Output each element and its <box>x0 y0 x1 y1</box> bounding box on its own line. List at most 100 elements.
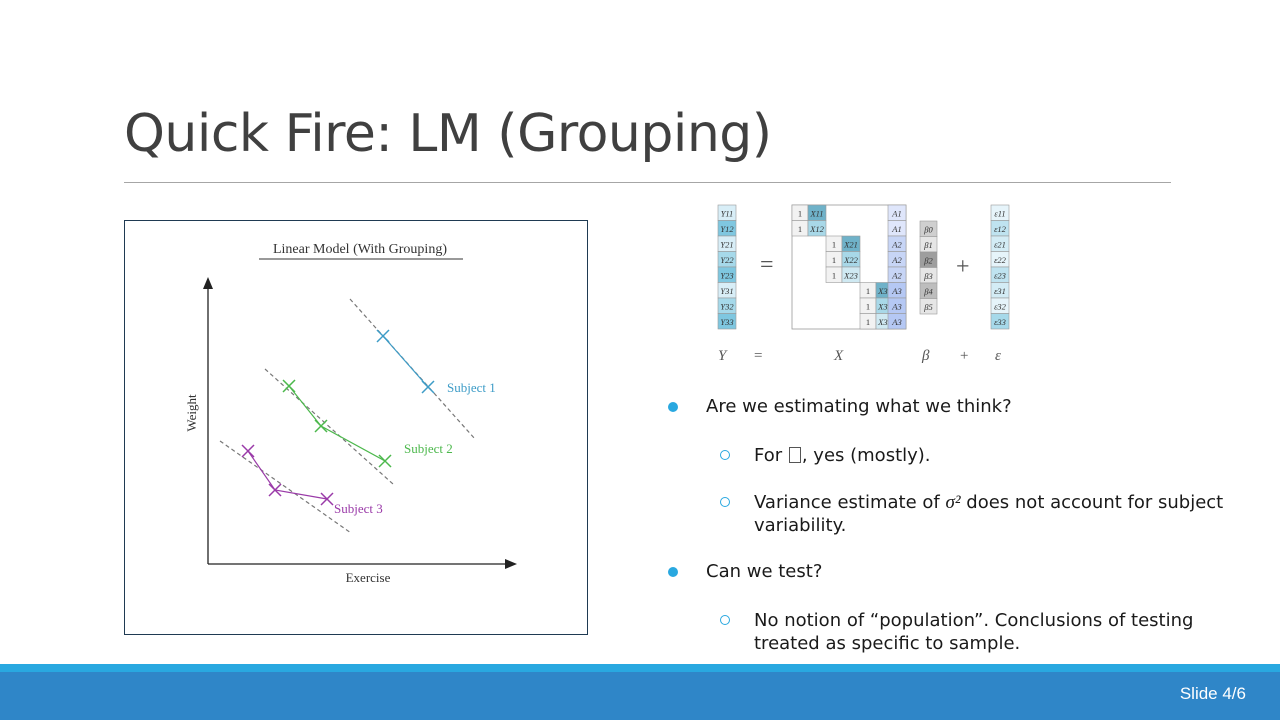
y-vector-label: Y22 <box>720 255 734 265</box>
design-matrix-x-label: X23 <box>843 270 858 280</box>
epsilon-vector-cell <box>990 313 1010 330</box>
subject-3-point <box>320 492 334 506</box>
epsilon-vector-label: ε12 <box>994 224 1007 234</box>
bottom-equals: = <box>754 348 762 364</box>
y-vector-label: Y23 <box>720 270 733 280</box>
sub-bullet-text: No notion of “population”. Conclusions o… <box>754 610 1194 654</box>
design-matrix: 1 X11 A11 X12 A11 X21 A21 X22 A21 X23 A21 X31 A31 X32… <box>791 204 907 330</box>
footer-accent-bar <box>0 664 1280 672</box>
y-vector-label: Y31 <box>720 286 733 296</box>
linear-model-figure: Linear Model (With Grouping) Exercise We… <box>124 220 588 635</box>
design-matrix-x-label: X33 <box>877 317 892 327</box>
design-matrix-one-label: 1 <box>798 224 802 234</box>
sub-bullet-variance: Variance estimate of σ² does not account… <box>668 491 1228 537</box>
plus-sign: + <box>956 254 970 280</box>
x-axis-arrow <box>505 559 517 569</box>
slide-number: Slide 4/6 <box>1179 684 1246 703</box>
design-matrix-one-label: 1 <box>866 286 870 296</box>
subject-1-label: Subject 1 <box>447 380 496 395</box>
y-axis-arrow <box>203 277 213 289</box>
beta-vector-cell <box>919 298 938 315</box>
design-matrix-one-label: 1 <box>866 301 870 311</box>
epsilon-vector-label: ε21 <box>994 239 1006 249</box>
subject-1-point <box>376 329 390 343</box>
subject-2-fit-line <box>264 368 394 485</box>
bullet-dot <box>668 567 678 577</box>
x-axis-label: Exercise <box>346 570 391 585</box>
epsilon-vector-label: ε33 <box>994 317 1006 327</box>
bullet-list: Are we estimating what we think? For , y… <box>668 396 1228 679</box>
subject-3-point <box>268 483 282 497</box>
design-matrix-a-label: A2 <box>891 239 902 249</box>
sub-bullet-beta: For , yes (mostly). <box>668 444 1228 467</box>
beta-vector-label: β1 <box>923 240 932 250</box>
epsilon-vector: ε11 ε12 ε21 ε22 ε23 ε31 ε32 ε33 <box>990 204 1010 330</box>
slide-title: Quick Fire: LM (Grouping) <box>124 104 772 164</box>
design-matrix-a-label: A1 <box>891 208 901 218</box>
missing-glyph-box <box>788 447 801 463</box>
y-vector-cell <box>717 313 737 330</box>
bullet-test: Can we test? <box>668 561 1228 583</box>
design-matrix-a-label: A3 <box>891 286 901 296</box>
design-matrix-one-label: 1 <box>832 270 836 280</box>
subject-1-path <box>382 335 429 388</box>
sub-bullet-ring <box>720 450 730 460</box>
footer-bar <box>0 672 1280 720</box>
design-matrix-a-label: A2 <box>891 255 902 265</box>
design-matrix-a-cell <box>887 313 907 330</box>
design-matrix-one-label: 1 <box>832 239 836 249</box>
title-divider <box>124 182 1171 183</box>
equals-sign: = <box>760 252 774 278</box>
bullet-text: Can we test? <box>706 561 823 582</box>
sub-bullet-text-after: , yes (mostly). <box>801 445 931 466</box>
y-axis-label: Weight <box>184 394 199 432</box>
subject-2-point <box>378 454 392 468</box>
sub-bullet-text-before: For <box>754 445 788 466</box>
bottom-beta: β <box>921 348 930 364</box>
design-matrix-one-label: 1 <box>832 255 836 265</box>
epsilon-vector-label: ε22 <box>994 255 1007 265</box>
sub-bullet-ring <box>720 497 730 507</box>
subject-2-point <box>282 379 296 393</box>
bottom-X: X <box>833 348 844 364</box>
y-vector-label: Y11 <box>721 208 734 218</box>
bullet-estimating: Are we estimating what we think? <box>668 396 1228 418</box>
sub-bullet-population: No notion of “population”. Conclusions o… <box>668 609 1228 655</box>
bullet-text: Are we estimating what we think? <box>706 396 1012 417</box>
design-matrix-a-label: A3 <box>891 317 901 327</box>
y-vector: Y11 Y12 Y21 Y22 Y23 Y31 Y32 Y33 <box>717 204 737 330</box>
design-matrix-one-label: 1 <box>866 317 870 327</box>
y-vector-label: Y32 <box>720 301 734 311</box>
bottom-Y: Y <box>718 348 728 364</box>
epsilon-vector-label: ε11 <box>994 208 1005 218</box>
design-matrix-x-label: X32 <box>877 301 892 311</box>
subject-3-point <box>241 444 255 458</box>
figure-title: Linear Model (With Grouping) <box>273 242 447 257</box>
sub-bullet-text-after: does not account for subject variability… <box>754 492 1224 536</box>
bottom-plus: + <box>960 348 968 364</box>
beta-vector-label: β4 <box>923 286 933 296</box>
figure-svg: Linear Model (With Grouping) Exercise We… <box>184 242 517 585</box>
subject-2-path <box>288 385 386 462</box>
sub-bullet-text-before: Variance estimate of <box>754 492 946 513</box>
subject-1-point <box>421 380 435 394</box>
bottom-epsilon: ε <box>995 348 1001 364</box>
subject-3-label: Subject 3 <box>334 501 383 516</box>
subject-3-path <box>247 450 328 500</box>
beta-vector-label: β2 <box>923 255 933 265</box>
bullet-dot <box>668 402 678 412</box>
design-matrix-a-label: A2 <box>891 270 902 280</box>
beta-vector-label: β5 <box>923 302 932 312</box>
design-matrix-a-label: A3 <box>891 301 901 311</box>
sigma-squared: σ² <box>945 492 961 513</box>
design-matrix-x-label: X12 <box>809 224 824 234</box>
design-matrix-x-cell <box>841 266 861 283</box>
epsilon-vector-label: ε31 <box>994 286 1006 296</box>
subject-3-fit-line <box>219 440 352 534</box>
beta-vector-label: β3 <box>923 271 932 281</box>
y-vector-label: Y33 <box>720 317 733 327</box>
y-vector-label: Y21 <box>720 239 733 249</box>
subject-2-label: Subject 2 <box>404 441 453 456</box>
design-matrix-x-label: X21 <box>843 239 858 249</box>
